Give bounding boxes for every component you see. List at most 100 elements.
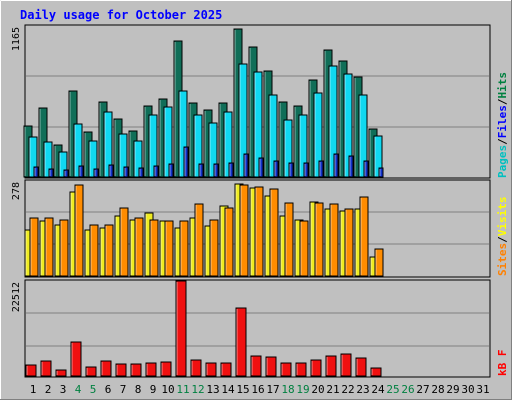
pages-bar-fill: [273, 160, 279, 178]
day-label: 29: [446, 383, 459, 396]
files-bar-fill: [43, 141, 53, 178]
pages-bar-fill: [33, 166, 39, 178]
kbytes-bar-fill: [130, 363, 142, 377]
files-bar: [133, 140, 143, 178]
visits-bar: [194, 203, 204, 277]
pages-bar: [243, 153, 249, 178]
visits-bar-fill: [209, 219, 219, 277]
pages-bar: [63, 169, 69, 178]
files-bar: [283, 119, 293, 178]
visits-bar-fill: [269, 188, 279, 277]
visits-bar: [254, 186, 264, 277]
legend-separator: /: [496, 98, 509, 105]
files-bar: [313, 92, 323, 178]
files-bar: [373, 135, 383, 178]
files-bar-fill: [118, 133, 128, 178]
kbytes-bar-fill: [160, 361, 172, 377]
kbytes-bar: [160, 361, 172, 377]
files-bar: [268, 94, 278, 178]
pages-bar: [123, 166, 129, 178]
files-bar-fill: [298, 114, 308, 178]
legend-sites-visits: Sites/Visits: [496, 197, 509, 277]
files-bar: [208, 122, 218, 178]
day-label: 18: [281, 383, 294, 396]
day-label: 1: [30, 383, 37, 396]
day-label: 5: [90, 383, 97, 396]
files-bar-fill: [178, 90, 188, 178]
pages-bar: [318, 160, 324, 178]
visits-bar: [44, 217, 54, 277]
kbytes-bar: [250, 355, 262, 377]
day-label: 19: [296, 383, 309, 396]
visits-bar-fill: [179, 220, 189, 277]
pages-bar-fill: [153, 165, 159, 178]
files-bar-fill: [58, 151, 68, 178]
day-label: 27: [416, 383, 429, 396]
files-bar-fill: [133, 140, 143, 178]
pages-bar: [183, 146, 189, 178]
day-label: 2: [45, 383, 52, 396]
visits-bar-fill: [374, 248, 384, 277]
day-label: 14: [221, 383, 235, 396]
pages-bar-fill: [198, 163, 204, 178]
legend-separator: /: [496, 236, 509, 243]
kbytes-bar-fill: [70, 341, 82, 377]
files-bar: [73, 123, 83, 178]
kbytes-bar: [115, 363, 127, 377]
pages-bar: [48, 168, 54, 178]
files-bar-fill: [148, 114, 158, 178]
kbytes-bar-fill: [100, 360, 112, 377]
kbytes-bar: [190, 359, 202, 377]
files-bar-fill: [208, 122, 218, 178]
chart-panels: 1165 278 22512: [11, 24, 491, 378]
visits-bar-fill: [239, 184, 249, 277]
visits-bar-fill: [194, 203, 204, 277]
pages-bar: [228, 162, 234, 178]
pages-bar-fill: [78, 165, 84, 178]
visits-bar-fill: [44, 217, 54, 277]
day-label: 20: [311, 383, 324, 396]
kbytes-bar-fill: [175, 280, 187, 377]
kbytes-bar: [265, 356, 277, 377]
chart-title: Daily usage for October 2025: [20, 8, 222, 22]
pages-bar-fill: [363, 160, 369, 178]
files-bar-fill: [283, 119, 293, 178]
files-bar-fill: [238, 63, 248, 178]
visits-bar-fill: [59, 219, 69, 277]
kbytes-bar: [40, 360, 52, 377]
kbytes-bar-fill: [190, 359, 202, 377]
files-bar: [223, 111, 233, 178]
pages-bar: [108, 164, 114, 178]
day-label: 24: [371, 383, 385, 396]
day-label: 10: [161, 383, 174, 396]
visits-bar-fill: [359, 196, 369, 277]
y-max-label: 278: [11, 182, 22, 200]
visits-bar: [329, 203, 339, 277]
pages-bar-fill: [108, 164, 114, 178]
visits-bar: [119, 207, 129, 277]
visits-bar: [104, 224, 114, 277]
pages-bar: [78, 165, 84, 178]
kbytes-bar: [355, 357, 367, 377]
pages-bar: [303, 162, 309, 178]
day-label: 17: [266, 383, 279, 396]
files-bar-fill: [373, 135, 383, 178]
files-bar: [193, 114, 203, 178]
visits-bar: [209, 219, 219, 277]
visits-bar-fill: [89, 224, 99, 277]
kbytes-bar-fill: [145, 362, 157, 377]
visits-bar: [89, 224, 99, 277]
files-bar: [298, 114, 308, 178]
kbytes-bar-fill: [235, 307, 247, 377]
day-label: 21: [326, 383, 339, 396]
pages-bar: [168, 163, 174, 178]
pages-bar-fill: [333, 153, 339, 178]
files-bar: [178, 90, 188, 178]
kbytes-bar-fill: [85, 366, 97, 377]
legend-kb-f: kB F: [496, 350, 509, 377]
pages-bar: [138, 167, 144, 178]
pages-bar-fill: [258, 157, 264, 178]
visits-bar: [74, 184, 84, 277]
files-bar-fill: [313, 92, 323, 178]
